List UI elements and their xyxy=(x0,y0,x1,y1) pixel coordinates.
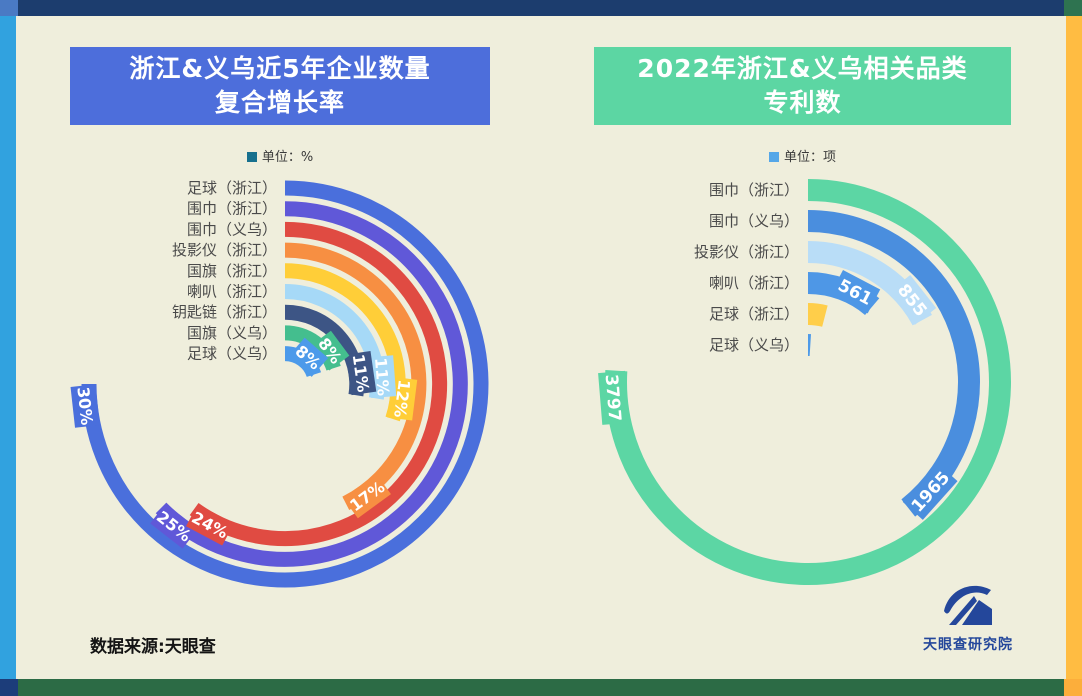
frame-corner-bottom-right xyxy=(1064,679,1082,696)
value-tag-background xyxy=(343,473,391,519)
right-unit-legend: 单位：项 xyxy=(594,146,1011,165)
category-label: 围巾（义乌） xyxy=(709,212,799,230)
value-tag: 11% xyxy=(345,351,377,396)
frame-top xyxy=(18,0,1064,16)
category-label: 足球（义乌） xyxy=(709,336,799,354)
value-tag-background xyxy=(830,269,881,314)
right-unit-label: 单位：项 xyxy=(783,150,836,165)
right-chart-title-line1: 2022年浙江&义乌相关品类 xyxy=(637,53,968,83)
frame-corner-top-left xyxy=(0,0,18,16)
category-label: 投影仪（浙江） xyxy=(694,243,799,261)
value-tag-background xyxy=(310,330,350,371)
radial-bar xyxy=(284,242,427,510)
left-unit-label: 单位：% xyxy=(261,150,314,165)
value-tag: 3797 xyxy=(598,370,630,425)
category-label: 喇叭（浙江） xyxy=(709,274,799,292)
right-unit-color-swatch-icon xyxy=(768,152,779,162)
category-label: 国旗（浙江） xyxy=(187,262,277,280)
value-tag-background xyxy=(70,384,100,428)
tianyancha-logo-text: 天眼查研究院 xyxy=(923,637,1013,653)
category-label: 投影仪（浙江） xyxy=(172,241,277,259)
tianyancha-logo-icon xyxy=(944,585,992,625)
radial-bar xyxy=(189,221,448,547)
left-unit-color-swatch-icon xyxy=(246,152,257,162)
category-label: 国旗（义乌） xyxy=(187,324,277,342)
category-label: 围巾（浙江） xyxy=(709,181,799,199)
left-chart-title-line2: 复合增长率 xyxy=(214,88,345,117)
value-label: 3797 xyxy=(601,374,625,423)
frame-corner-bottom-left xyxy=(0,679,18,696)
category-label: 足球（浙江） xyxy=(709,305,799,323)
data-source-note: 数据来源:天眼查 xyxy=(90,637,216,657)
value-tag-background xyxy=(186,504,234,546)
value-tag-background xyxy=(598,370,630,425)
frame-bottom xyxy=(18,679,1064,696)
radial-bar xyxy=(605,179,1011,585)
category-label: 足球（浙江） xyxy=(187,179,277,197)
value-tag-background xyxy=(150,503,198,549)
category-label: 围巾（浙江） xyxy=(187,200,277,218)
right-chart-title-line2: 专利数 xyxy=(763,88,842,117)
left-chart-title-line1: 浙江&义乌近5年企业数量 xyxy=(129,53,431,83)
value-tag-background xyxy=(288,337,329,377)
value-tag-background xyxy=(345,351,377,396)
frame-right xyxy=(1066,16,1082,679)
category-label: 喇叭（浙江） xyxy=(187,283,277,301)
radial-bar xyxy=(807,303,828,327)
category-label: 足球（义乌） xyxy=(187,345,277,363)
value-label: 12% xyxy=(390,378,414,418)
value-label: 11% xyxy=(371,357,393,397)
frame-left xyxy=(0,16,16,679)
frame-corner-top-right xyxy=(1064,0,1082,16)
value-tag: 30% xyxy=(70,384,100,428)
value-label: 30% xyxy=(73,386,96,426)
value-tag-background xyxy=(889,275,937,325)
right-chart-title: 2022年浙江&义乌相关品类 专利数 xyxy=(594,47,1011,125)
radial-bar xyxy=(807,210,980,517)
left-chart-title: 浙江&义乌近5年企业数量 复合增长率 xyxy=(70,47,490,125)
category-label: 钥匙链（浙江） xyxy=(172,303,277,321)
radial-bar xyxy=(155,201,468,567)
category-label: 围巾（义乌） xyxy=(187,220,277,238)
tianyancha-logo: 天眼查研究院 xyxy=(912,580,1024,654)
left-unit-legend: 单位：% xyxy=(70,146,490,165)
left-radial-chart: 足球（浙江）30%围巾（浙江）25%围巾（义乌）24%投影仪（浙江）17%国旗（… xyxy=(70,179,489,588)
value-tag-background xyxy=(902,463,958,520)
radial-bar xyxy=(81,180,489,588)
